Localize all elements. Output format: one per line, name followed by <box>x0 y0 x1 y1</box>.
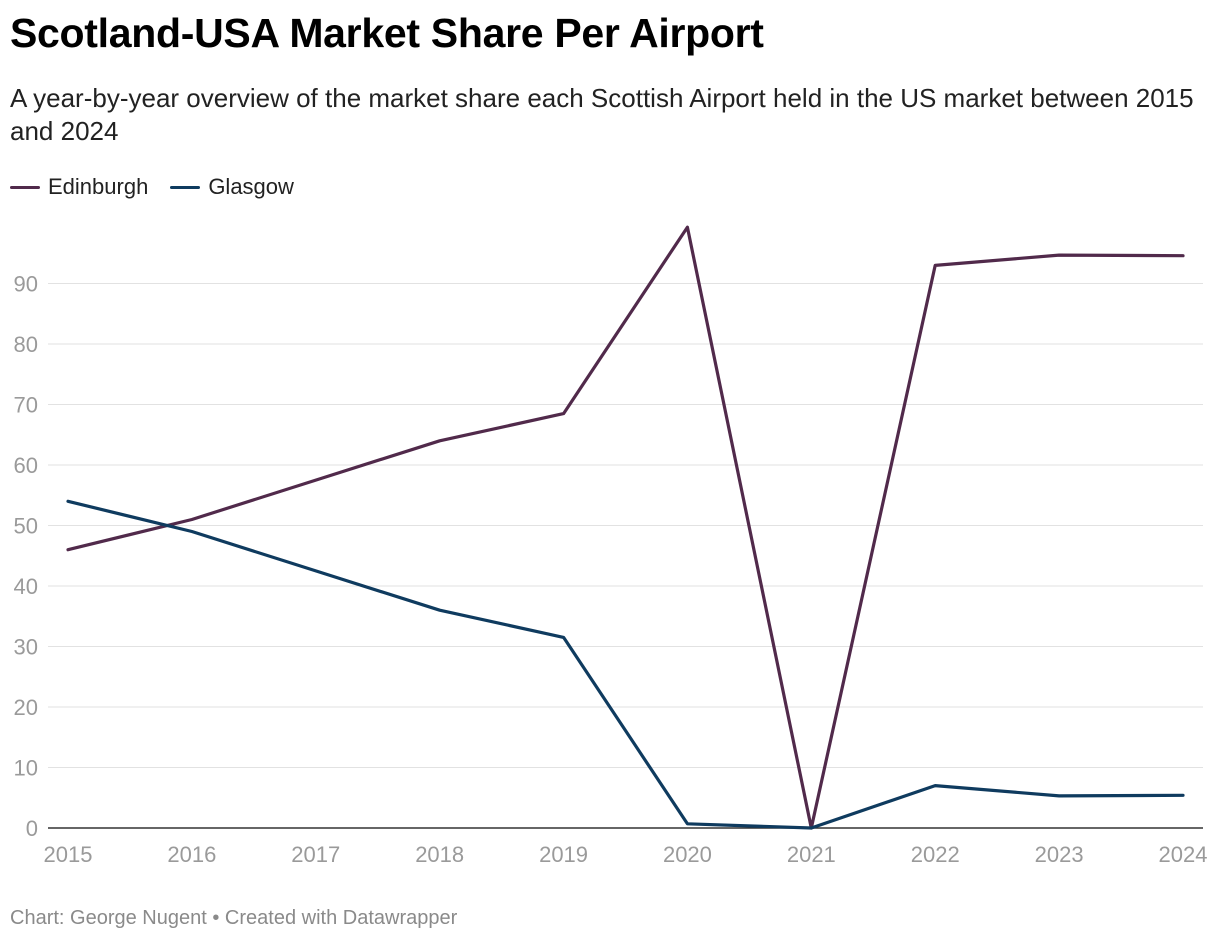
legend-item-glasgow: Glasgow <box>170 174 294 200</box>
y-tick-label: 0 <box>26 816 38 841</box>
x-tick-label: 2018 <box>415 842 464 867</box>
x-tick-label: 2024 <box>1159 842 1208 867</box>
x-tick-label: 2022 <box>911 842 960 867</box>
y-tick-label: 30 <box>14 635 38 660</box>
footer-credit: Created with Datawrapper <box>224 907 458 929</box>
legend-label-edinburgh: Edinburgh <box>48 174 149 199</box>
chart-title: Scotland-USA Market Share Per Airport <box>10 10 764 56</box>
chart-subtitle: A year-by-year overview of the market sh… <box>10 83 1194 146</box>
footer-separator: • <box>212 907 220 929</box>
y-tick-label: 40 <box>14 574 38 599</box>
legend-swatch-glasgow <box>170 185 201 189</box>
y-tick-label: 60 <box>14 453 38 478</box>
footer: Chart: George Nugent • Created with Data… <box>10 907 457 930</box>
x-axis-ticks: 2015 2016 2017 2018 2019 2020 2021 2022 2023 2024 <box>44 842 1208 867</box>
x-tick-label: 2019 <box>539 842 588 867</box>
y-axis-ticks: 0 10 20 30 40 50 60 70 80 90 <box>14 272 38 842</box>
legend-item-edinburgh: Edinburgh <box>10 174 148 200</box>
x-tick-label: 2021 <box>787 842 836 867</box>
x-tick-label: 2017 <box>291 842 340 867</box>
y-tick-label: 70 <box>14 393 38 418</box>
x-tick-label: 2015 <box>44 842 93 867</box>
x-tick-label: 2020 <box>663 842 712 867</box>
legend: Edinburgh Glasgow <box>10 174 294 200</box>
x-tick-label: 2016 <box>167 842 216 867</box>
x-tick-label: 2023 <box>1035 842 1084 867</box>
y-tick-label: 10 <box>14 756 38 781</box>
y-tick-label: 20 <box>14 695 38 720</box>
legend-label-glasgow: Glasgow <box>208 174 294 199</box>
series-lines <box>66 225 1185 830</box>
legend-swatch-edinburgh <box>10 185 40 189</box>
gridlines <box>48 283 1203 829</box>
footer-source: Chart: George Nugent <box>10 907 207 929</box>
y-tick-label: 50 <box>14 514 38 539</box>
series-line-edinburgh <box>66 225 1185 830</box>
y-tick-label: 80 <box>14 332 38 357</box>
series-line-glasgow <box>66 499 1185 830</box>
y-tick-label: 90 <box>14 272 38 297</box>
